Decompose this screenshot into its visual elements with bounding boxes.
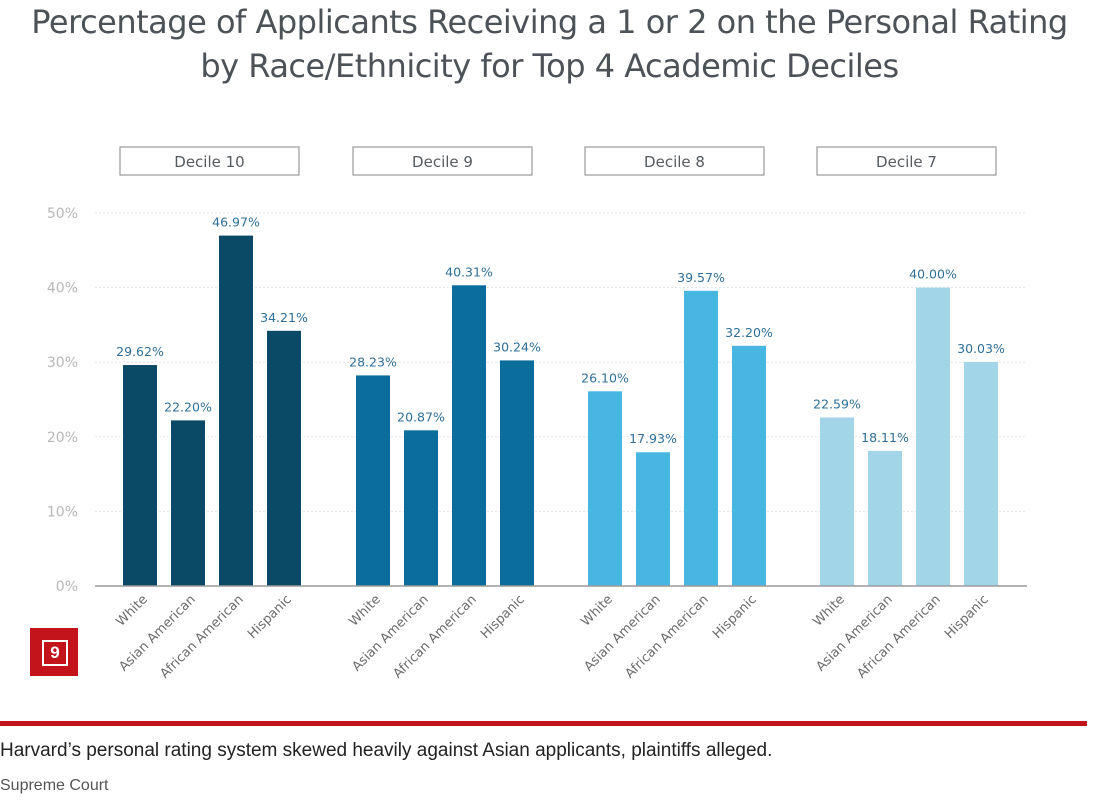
slide-number: 9 bbox=[42, 640, 68, 666]
x-tick-label: African American bbox=[158, 592, 247, 681]
bar bbox=[916, 287, 950, 586]
bar-value-label: 20.87% bbox=[397, 409, 445, 424]
panel-header-label: Decile 10 bbox=[174, 153, 244, 171]
bar bbox=[452, 285, 486, 586]
x-tick-label: African American bbox=[855, 592, 944, 681]
bar-value-label: 34.21% bbox=[260, 310, 308, 325]
bar-value-label: 30.03% bbox=[957, 341, 1005, 356]
bar-value-label: 46.97% bbox=[212, 215, 260, 230]
y-tick-label: 20% bbox=[47, 430, 78, 446]
y-tick-label: 10% bbox=[47, 504, 78, 520]
divider-line bbox=[0, 721, 1087, 726]
bar bbox=[219, 235, 253, 586]
chart-title-line-1: Percentage of Applicants Receiving a 1 o… bbox=[31, 3, 1068, 41]
bar bbox=[404, 430, 438, 586]
x-tick-label: African American bbox=[391, 592, 480, 681]
bar bbox=[868, 450, 902, 586]
bar-value-label: 22.20% bbox=[164, 399, 212, 414]
chart-title-line-2: by Race/Ethnicity for Top 4 Academic Dec… bbox=[200, 47, 899, 85]
bar bbox=[588, 391, 622, 586]
bar-value-label: 22.59% bbox=[813, 396, 861, 411]
y-tick-label: 50% bbox=[47, 206, 78, 222]
bar bbox=[267, 330, 301, 586]
bar bbox=[123, 365, 157, 586]
bar bbox=[732, 345, 766, 586]
bar bbox=[964, 361, 998, 586]
panel-header-box bbox=[119, 146, 300, 176]
x-tick-label: White bbox=[578, 592, 615, 629]
bar bbox=[820, 417, 854, 586]
bar-value-label: 28.23% bbox=[349, 354, 397, 369]
x-tick-label: Hispanic bbox=[478, 592, 528, 642]
bar-value-label: 29.62% bbox=[116, 344, 164, 359]
bar-value-label: 17.93% bbox=[629, 431, 677, 446]
bar-value-label: 26.10% bbox=[581, 370, 629, 385]
bar-chart: 0% 10% 20% 30% 40% 50% Decile 10 29.62% White 22.… bbox=[47, 146, 1027, 682]
bar bbox=[684, 290, 718, 586]
photo-credit: Supreme Court bbox=[0, 777, 109, 794]
x-tick-label: White bbox=[810, 592, 847, 629]
bar-value-label: 30.24% bbox=[493, 339, 541, 354]
x-tick-label: Hispanic bbox=[942, 592, 992, 642]
panel-header-box bbox=[816, 146, 997, 176]
bar-value-label: 40.31% bbox=[445, 264, 493, 279]
bar bbox=[171, 420, 205, 586]
panel-header-box bbox=[584, 146, 765, 176]
slide-number-badge: 9 bbox=[30, 628, 78, 676]
x-tick-label: Hispanic bbox=[710, 592, 760, 642]
x-tick-label: White bbox=[113, 592, 150, 629]
y-tick-label: 0% bbox=[56, 579, 78, 595]
bar bbox=[500, 360, 534, 586]
bar-value-label: 32.20% bbox=[725, 325, 773, 340]
panel-header-label: Decile 7 bbox=[876, 153, 937, 171]
x-tick-label: White bbox=[346, 592, 383, 629]
bar bbox=[356, 375, 390, 586]
bar-value-label: 18.11% bbox=[861, 430, 909, 445]
panel-header-label: Decile 8 bbox=[644, 153, 705, 171]
bar-value-label: 39.57% bbox=[677, 270, 725, 285]
x-tick-label: Hispanic bbox=[245, 592, 295, 642]
y-tick-label: 40% bbox=[47, 281, 78, 297]
x-tick-label: African American bbox=[623, 592, 712, 681]
bar bbox=[636, 452, 670, 586]
panel-header-box bbox=[352, 146, 533, 176]
bar-value-label: 40.00% bbox=[909, 267, 957, 282]
y-tick-label: 30% bbox=[47, 355, 78, 371]
photo-caption: Harvard’s personal rating system skewed … bbox=[0, 740, 773, 761]
chart-title: Percentage of Applicants Receiving a 1 o… bbox=[0, 0, 1099, 88]
panel-header-label: Decile 9 bbox=[412, 153, 473, 171]
